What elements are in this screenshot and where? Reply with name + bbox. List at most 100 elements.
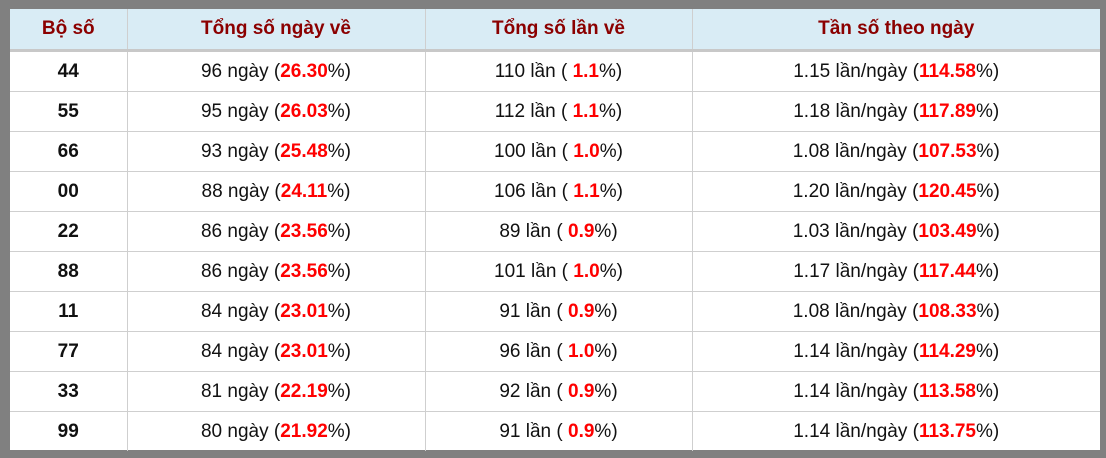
tan-so-cell-text: 1.15 lần/ngày ( — [793, 60, 919, 82]
tan-so-cell-text: 1.14 lần/ngày ( — [793, 340, 919, 362]
header-tan-so: Tần số theo ngày — [692, 9, 1100, 52]
ngay-cell: 86 ngày (23.56%) — [127, 211, 426, 252]
bo-so-cell: 77 — [10, 331, 128, 372]
lan-cell-suffix: %) — [599, 100, 623, 122]
table-row: 11 84 ngày (23.01%) 91 lần ( 0.9%) 1.08 lần… — [10, 291, 1100, 332]
tan-so-cell-text: 1.18 lần/ngày ( — [793, 100, 919, 122]
ngay-cell-suffix: %) — [327, 100, 351, 122]
ngay-cell: 93 ngày (25.48%) — [127, 131, 426, 172]
ngay-cell-suffix: %) — [327, 260, 351, 282]
ngay-cell-suffix: %) — [327, 300, 351, 322]
lan-cell-suffix: %) — [594, 300, 618, 322]
ngay-cell-percent: 22.19 — [280, 380, 328, 402]
lan-cell-percent: 0.9 — [568, 220, 595, 242]
tan-so-cell: 1.03 lần/ngày (103.49%) — [692, 211, 1100, 252]
lan-cell: 112 lần ( 1.1%) — [425, 91, 693, 132]
tan-so-cell-text: 1.14 lần/ngày ( — [793, 420, 919, 442]
bo-so-cell: 33 — [10, 371, 128, 412]
tan-so-cell-suffix: %) — [976, 60, 1000, 82]
lan-cell: 96 lần ( 1.0%) — [425, 331, 693, 372]
ngay-cell-suffix: %) — [327, 420, 351, 442]
ngay-cell: 81 ngày (22.19%) — [127, 371, 426, 412]
table-row: 77 84 ngày (23.01%) 96 lần ( 1.0%) 1.14 lần… — [10, 331, 1100, 372]
tan-so-cell-text: 1.20 lần/ngày ( — [792, 180, 919, 202]
lan-cell-percent: 1.0 — [573, 140, 600, 162]
ngay-cell: 80 ngày (21.92%) — [127, 411, 426, 451]
table-row: 66 93 ngày (25.48%) 100 lần ( 1.0%) 1.08 lầ… — [10, 131, 1100, 172]
lan-cell: 106 lần ( 1.1%) — [425, 171, 693, 212]
tan-so-cell-suffix: %) — [976, 260, 1000, 282]
lan-cell-text: 101 lần ( — [494, 260, 574, 282]
ngay-cell-text: 95 ngày ( — [200, 100, 281, 122]
table-row: 99 80 ngày (21.92%) 91 lần ( 0.9%) 1.14 lần… — [10, 411, 1100, 451]
lan-cell-percent: 0.9 — [568, 420, 595, 442]
ngay-cell: 84 ngày (23.01%) — [127, 291, 426, 332]
lan-cell-suffix: %) — [599, 180, 623, 202]
lan-cell: 100 lần ( 1.0%) — [425, 131, 693, 172]
lan-cell-percent: 0.9 — [568, 300, 595, 322]
table-row: 33 81 ngày (22.19%) 92 lần ( 0.9%) 1.14 lần… — [10, 371, 1100, 412]
tan-so-cell-suffix: %) — [976, 340, 1000, 362]
ngay-cell-suffix: %) — [327, 340, 351, 362]
tan-so-cell: 1.08 lần/ngày (108.33%) — [692, 291, 1100, 332]
tan-so-cell-percent: 113.75 — [918, 420, 977, 442]
tan-so-cell-text: 1.08 lần/ngày ( — [792, 140, 919, 162]
ngay-cell-text: 96 ngày ( — [200, 60, 281, 82]
ngay-cell-text: 84 ngày ( — [200, 300, 281, 322]
ngay-cell-text: 81 ngày ( — [200, 380, 281, 402]
bo-so-cell: 88 — [10, 251, 128, 292]
bo-so-cell: 22 — [10, 211, 128, 252]
lan-cell-percent: 1.0 — [568, 340, 595, 362]
lan-cell-suffix: %) — [599, 60, 623, 82]
tan-so-cell: 1.08 lần/ngày (107.53%) — [692, 131, 1100, 172]
lan-cell-text: 91 lần ( — [499, 420, 568, 442]
lan-cell-text: 100 lần ( — [494, 140, 574, 162]
tan-so-cell: 1.14 lần/ngày (114.29%) — [692, 331, 1100, 372]
ngay-cell-text: 88 ngày ( — [201, 180, 281, 202]
ngay-cell-suffix: %) — [327, 220, 351, 242]
lan-cell-suffix: %) — [599, 140, 623, 162]
tan-so-cell-suffix: %) — [976, 220, 1000, 242]
tan-so-cell-suffix: %) — [976, 380, 1000, 402]
tan-so-cell-text: 1.17 lần/ngày ( — [793, 260, 919, 282]
table-row: 88 86 ngày (23.56%) 101 lần ( 1.0%) 1.17 lầ… — [10, 251, 1100, 292]
ngay-cell-percent: 25.48 — [280, 140, 328, 162]
ngay-cell-percent: 21.92 — [280, 420, 328, 442]
ngay-cell-percent: 26.30 — [280, 60, 328, 82]
tan-so-cell: 1.20 lần/ngày (120.45%) — [692, 171, 1100, 212]
lan-cell-text: 110 lần ( — [494, 60, 573, 82]
lan-cell-text: 91 lần ( — [499, 300, 568, 322]
tan-so-cell-percent: 120.45 — [918, 180, 977, 202]
tan-so-cell-percent: 117.89 — [918, 100, 977, 122]
bo-so-cell: 00 — [10, 171, 128, 212]
ngay-cell-suffix: %) — [327, 60, 351, 82]
lan-cell-percent: 1.1 — [572, 60, 599, 82]
tan-so-cell: 1.15 lần/ngày (114.58%) — [692, 50, 1100, 92]
lan-cell: 92 lần ( 0.9%) — [425, 371, 693, 412]
lan-cell: 89 lần ( 0.9%) — [425, 211, 693, 252]
tan-so-cell-percent: 113.58 — [918, 380, 977, 402]
table-row: 44 96 ngày (26.30%) 110 lần ( 1.1%) 1.15 lầ… — [10, 50, 1100, 92]
ngay-cell-suffix: %) — [327, 180, 351, 202]
table-header-row: Bộ số Tổng số ngày về Tổng số lần về Tần… — [10, 9, 1100, 52]
ngay-cell-percent: 23.56 — [280, 260, 328, 282]
ngay-cell-text: 84 ngày ( — [200, 340, 281, 362]
bo-so-cell: 44 — [10, 50, 128, 92]
tan-so-cell-text: 1.08 lần/ngày ( — [792, 300, 919, 322]
tan-so-cell-text: 1.03 lần/ngày ( — [792, 220, 919, 242]
lan-cell-suffix: %) — [594, 220, 618, 242]
lan-cell-suffix: %) — [594, 340, 618, 362]
header-bo-so: Bộ số — [10, 9, 128, 52]
ngay-cell: 95 ngày (26.03%) — [127, 91, 426, 132]
lan-cell-percent: 1.1 — [572, 100, 599, 122]
ngay-cell-percent: 23.01 — [280, 340, 328, 362]
ngay-cell-text: 93 ngày ( — [200, 140, 281, 162]
tan-so-cell: 1.17 lần/ngày (117.44%) — [692, 251, 1100, 292]
tan-so-cell: 1.14 lần/ngày (113.58%) — [692, 371, 1100, 412]
bo-so-cell: 11 — [10, 291, 128, 332]
lan-cell-percent: 1.0 — [573, 260, 600, 282]
lan-cell: 110 lần ( 1.1%) — [425, 50, 693, 92]
table-row: 22 86 ngày (23.56%) 89 lần ( 0.9%) 1.03 lần… — [10, 211, 1100, 252]
tan-so-cell-suffix: %) — [976, 300, 1000, 322]
